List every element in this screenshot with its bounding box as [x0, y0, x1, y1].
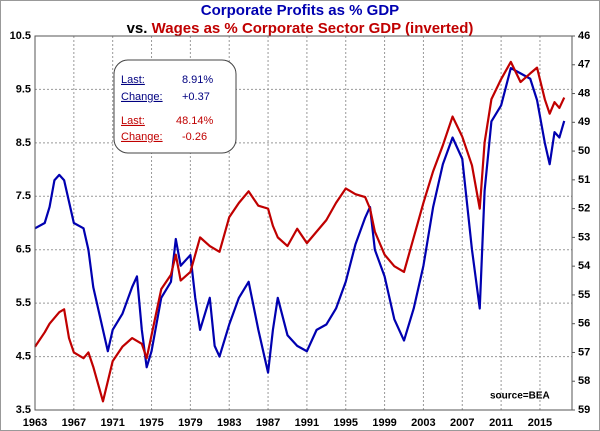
chart-title: Corporate Profits as % GDP	[201, 2, 399, 19]
source: source=BEA	[490, 391, 550, 402]
x-tick-label: 1975	[139, 417, 163, 429]
y2-tick-label: 53	[578, 231, 590, 243]
y2-tick-label: 57	[578, 346, 590, 358]
x-tick-label: 1999	[372, 417, 396, 429]
annotation-box	[113, 59, 237, 154]
y2-tick-label: 50	[578, 145, 590, 157]
y2-tick-label: 46	[578, 30, 590, 42]
y2-tick-label: 59	[578, 404, 590, 416]
last-value: 48.14%	[176, 115, 214, 127]
annotation-wages: Last: 48.14% Change: -0.26	[121, 115, 214, 143]
y-tick-label: 8.5	[16, 137, 31, 149]
x-tick-label: 1983	[217, 417, 241, 429]
y2-tick-label: 58	[578, 375, 590, 387]
y-tick-label: 9.5	[16, 83, 31, 95]
y2-tick-label: 55	[578, 289, 590, 301]
series-line	[34, 66, 566, 374]
change-value: +0.37	[182, 91, 210, 103]
y-tick-label: 5.5	[16, 297, 31, 309]
x-tick-label: 1991	[295, 417, 319, 429]
x-tick-label: 2007	[450, 417, 474, 429]
y-tick-label: 4.5	[16, 350, 31, 362]
change-value: -0.26	[182, 131, 207, 143]
y2-tick-label: 47	[578, 59, 590, 71]
x-tick-label: 2011	[489, 417, 513, 429]
lines	[34, 60, 566, 403]
last-label: Last:	[121, 115, 145, 127]
y2-tick-label: 48	[578, 87, 590, 99]
last-label: Last:	[121, 74, 145, 86]
plot-frame	[34, 35, 573, 411]
y-tick-label: 6.5	[16, 244, 31, 256]
change-label: Change:	[121, 91, 163, 103]
y-tick-label: 7.5	[16, 190, 31, 202]
y-tick-label: 3.5	[16, 404, 31, 416]
y2-tick-label: 52	[578, 203, 590, 215]
x-tick-label: 1987	[256, 417, 280, 429]
y-tick-label: 10.5	[10, 30, 31, 42]
y2-tick-label: 51	[578, 174, 590, 186]
last-value: 8.91%	[182, 74, 213, 86]
x-tick-label: 1995	[333, 417, 357, 429]
x-tick-label: 2015	[528, 417, 552, 429]
annotation-profits: Last: 8.91% Change: +0.37	[121, 74, 213, 103]
subtitle: Wages as % Corporate Sector GDP (inverte…	[152, 20, 474, 37]
y2-tick-label: 54	[578, 260, 591, 272]
chart-subtitle: vs. Wages as % Corporate Sector GDP (inv…	[127, 20, 474, 37]
change-label: Change:	[121, 131, 163, 143]
y2-tick-label: 49	[578, 116, 590, 128]
x-tick-label: 2003	[411, 417, 435, 429]
x-tick-label: 1971	[100, 417, 124, 429]
x-tick-label: 1979	[178, 417, 202, 429]
y2-tick-label: 56	[578, 318, 590, 330]
subtitle-prefix: vs.	[127, 20, 148, 37]
x-tick-label: 1963	[23, 417, 47, 429]
x-tick-label: 1967	[62, 417, 86, 429]
series-line	[34, 60, 566, 403]
